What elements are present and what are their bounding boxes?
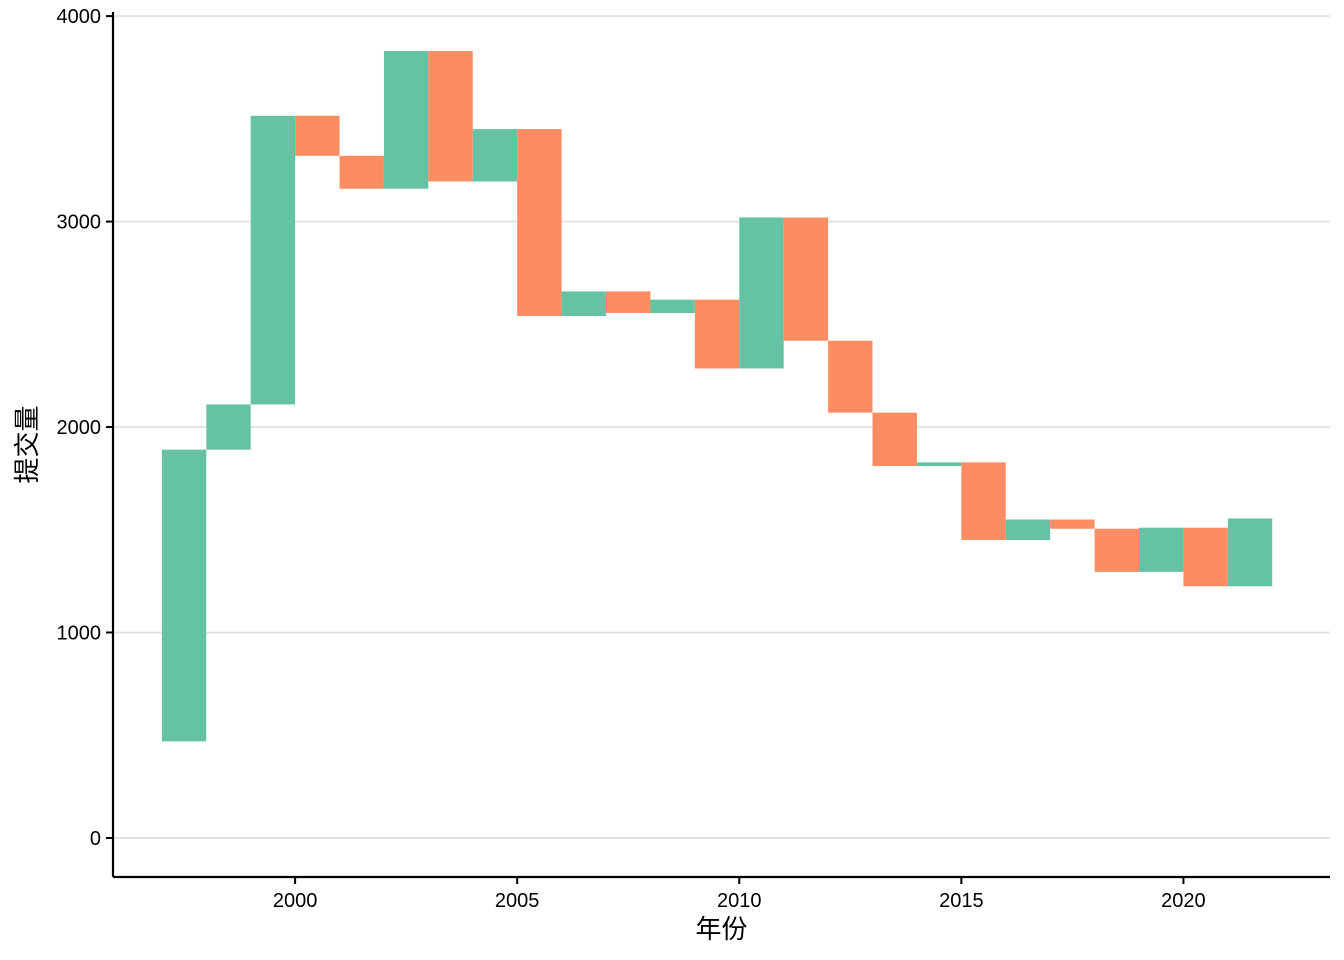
x-tick-label-2: 2010 xyxy=(717,890,762,912)
bar-2012 xyxy=(828,340,873,413)
bar-2007 xyxy=(606,291,651,314)
bar-2005 xyxy=(517,129,562,317)
bar-2000 xyxy=(295,115,340,156)
x-tick-label-1: 2005 xyxy=(495,890,540,912)
y-tick-label-2: 2000 xyxy=(57,417,102,439)
bar-2006 xyxy=(561,291,607,317)
bar-2016 xyxy=(1005,519,1051,541)
bar-2004 xyxy=(472,129,518,182)
tick-labels: 0 1000 2000 3000 4000 2000 2005 2010 2015 2020 xyxy=(57,6,1206,912)
bar-2018 xyxy=(1094,528,1140,572)
bar-2011 xyxy=(783,217,829,341)
bar-2009 xyxy=(694,299,740,369)
gridlines xyxy=(113,15,1330,839)
bar-2017 xyxy=(1050,519,1095,529)
y-tick-label-4: 4000 xyxy=(57,6,102,28)
bar-1997 xyxy=(161,449,207,742)
y-tick-label-1: 1000 xyxy=(57,622,102,644)
bar-2013 xyxy=(872,412,917,467)
x-axis-title: 年份 xyxy=(695,915,747,945)
y-tick-label-0: 0 xyxy=(90,828,101,850)
x-tick-label-0: 2000 xyxy=(273,890,318,912)
bar-2003 xyxy=(428,51,473,182)
axes xyxy=(106,12,1330,884)
y-axis-title: 提交量 xyxy=(13,405,43,483)
bar-1998 xyxy=(206,404,251,450)
bar-2008 xyxy=(650,299,695,314)
bar-2010 xyxy=(739,217,784,369)
x-tick-label-3: 2015 xyxy=(939,890,984,912)
bar-2002 xyxy=(383,51,429,189)
bar-2001 xyxy=(339,155,384,189)
bar-1999 xyxy=(250,115,296,405)
bar-2015 xyxy=(961,462,1006,541)
bars xyxy=(161,51,1273,742)
bar-2019 xyxy=(1139,527,1184,572)
bar-2020 xyxy=(1183,527,1228,587)
bar-2021 xyxy=(1227,518,1273,587)
y-tick-label-3: 3000 xyxy=(57,212,102,234)
bar-2014 xyxy=(916,462,962,467)
x-tick-label-4: 2020 xyxy=(1161,890,1206,912)
